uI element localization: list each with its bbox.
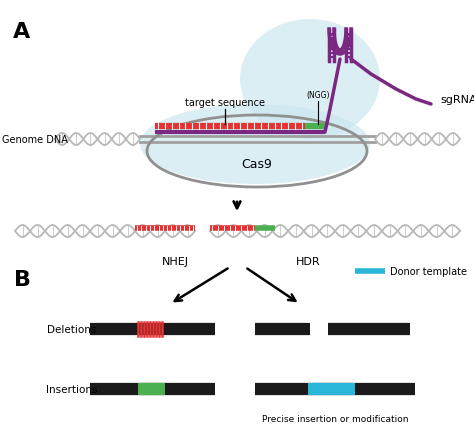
Text: HDR: HDR [296,256,320,266]
Text: Insertions: Insertions [46,384,98,394]
Text: Deletions: Deletions [47,324,97,334]
Text: sgRNA: sgRNA [440,95,474,105]
Text: NHEJ: NHEJ [162,256,189,266]
Text: B: B [13,269,30,290]
Text: Precise insertion or modification: Precise insertion or modification [262,414,408,424]
Ellipse shape [140,105,370,184]
Text: Cas9: Cas9 [242,158,273,171]
Text: (NGG): (NGG) [306,91,330,100]
Text: A: A [13,22,31,42]
Text: Genome DNA: Genome DNA [2,135,68,145]
Text: target sequence: target sequence [185,98,265,108]
Text: Donor template: Donor template [390,266,467,276]
Ellipse shape [240,20,380,140]
